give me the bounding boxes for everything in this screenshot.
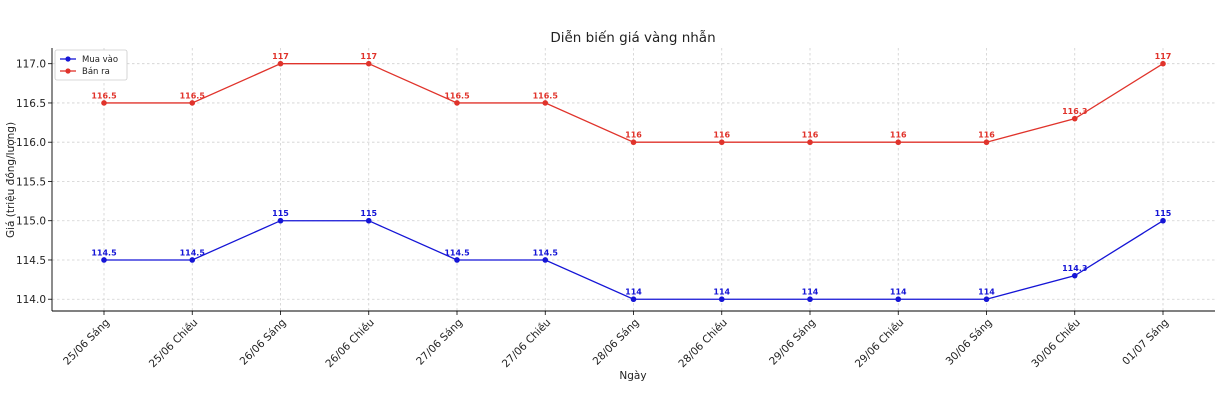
data-label: 115 (1155, 209, 1172, 218)
data-point (101, 257, 107, 263)
x-tick-label: 25/06 Sáng (61, 317, 112, 368)
data-label: 114.5 (180, 248, 206, 257)
data-point (277, 217, 284, 224)
data-label: 116.5 (533, 91, 559, 100)
chart-title: Diễn biến giá vàng nhẫn (550, 29, 715, 46)
series-layer: 114.5 114.5 115 115 114.5 114.5 114 114 114 114 11… (91, 52, 1172, 303)
y-tick-label: 117.0 (16, 59, 46, 71)
data-label: 114.5 (91, 248, 117, 257)
y-tick-label: 115.5 (16, 176, 46, 188)
legend-box (54, 49, 128, 81)
legend-swatch-marker (65, 56, 71, 62)
data-point (1071, 272, 1078, 279)
data-point (189, 100, 196, 106)
y-tick-label: 116.5 (16, 98, 46, 110)
data-label: 114.3 (1062, 264, 1087, 273)
data-point (630, 139, 637, 146)
series-1: 114.5 114.5 115 115 114.5 114.5 114 114 114 114 11… (91, 209, 1172, 303)
data-point (718, 139, 725, 146)
x-tick-label: 29/06 Sáng (767, 317, 818, 368)
data-label: 116 (802, 131, 819, 140)
data-label: 116 (978, 131, 995, 140)
x-tick-label: 27/06 Sáng (414, 317, 465, 368)
legend-label: Mua vào (82, 55, 118, 65)
x-tick-label: 30/06 Chiều (1029, 317, 1082, 370)
y-tick-label: 115.0 (16, 216, 46, 228)
data-label: 114 (890, 288, 907, 297)
data-label: 116.5 (91, 91, 117, 100)
y-tick-label: 114.5 (16, 255, 46, 267)
x-tick-label: 27/06 Chiều (500, 317, 553, 370)
data-point (630, 296, 637, 303)
data-label: 114 (978, 288, 995, 297)
legend-swatch-marker (65, 68, 71, 74)
data-label: 116 (890, 131, 907, 140)
x-tick-label: 26/06 Sáng (238, 317, 289, 368)
data-point (101, 100, 107, 106)
data-point (895, 296, 902, 303)
x-tick-label: 26/06 Chiều (323, 317, 376, 370)
x-tick-label: 01/07 Sáng (1120, 317, 1171, 368)
data-point (718, 296, 725, 303)
data-label: 114.5 (533, 248, 559, 257)
data-point (542, 100, 549, 106)
data-label: 117 (1155, 52, 1172, 61)
data-point (807, 139, 813, 146)
data-point (365, 60, 372, 67)
data-label: 117 (272, 52, 289, 61)
data-point (454, 100, 460, 106)
data-label: 116.5 (180, 91, 206, 100)
data-point (1160, 60, 1166, 67)
data-point (1071, 115, 1078, 122)
data-label: 116 (625, 131, 642, 140)
data-label: 115 (360, 209, 377, 218)
x-axis: 25/06 Sáng 25/06 Chiều 26/06 Sáng 26/06 Chi… (52, 310, 1215, 370)
data-label: 116 (713, 131, 730, 140)
data-point (454, 257, 460, 263)
data-label: 114.5 (444, 248, 470, 257)
x-tick-label: 29/06 Chiều (853, 317, 906, 370)
x-axis-label: Ngày (619, 370, 646, 382)
x-tick-label: 28/06 Sáng (591, 317, 642, 368)
data-label: 114 (713, 288, 730, 297)
y-tick-label: 116.0 (16, 137, 46, 149)
legend: Mua vào Bán ra (54, 49, 128, 81)
data-point (365, 217, 372, 224)
data-label: 116.5 (444, 91, 470, 100)
series-2: 116.5 116.5 117 117 116.5 116.5 116 116 116 116 11… (91, 52, 1172, 146)
data-point (1160, 217, 1166, 224)
data-label: 114 (625, 288, 642, 297)
data-point (189, 257, 196, 263)
data-point (807, 296, 813, 303)
data-point (983, 296, 990, 303)
data-label: 114 (802, 288, 819, 297)
data-label: 116.3 (1062, 107, 1087, 116)
data-point (983, 139, 990, 146)
data-label: 115 (272, 209, 289, 218)
x-tick-label: 30/06 Sáng (944, 317, 995, 368)
y-axis: 114.0 114.5 115.0 115.5 116.0 116.5 117.0 (16, 48, 53, 311)
data-point (895, 139, 902, 146)
legend-label: Bán ra (82, 67, 110, 77)
data-label: 117 (360, 52, 377, 61)
data-point (277, 60, 284, 67)
y-tick-label: 114.0 (16, 294, 46, 306)
y-axis-label: Giá (triệu đồng/lượng) (5, 122, 17, 238)
x-tick-label: 25/06 Chiều (147, 317, 200, 370)
x-tick-label: 28/06 Chiều (676, 317, 729, 370)
data-point (542, 257, 549, 263)
